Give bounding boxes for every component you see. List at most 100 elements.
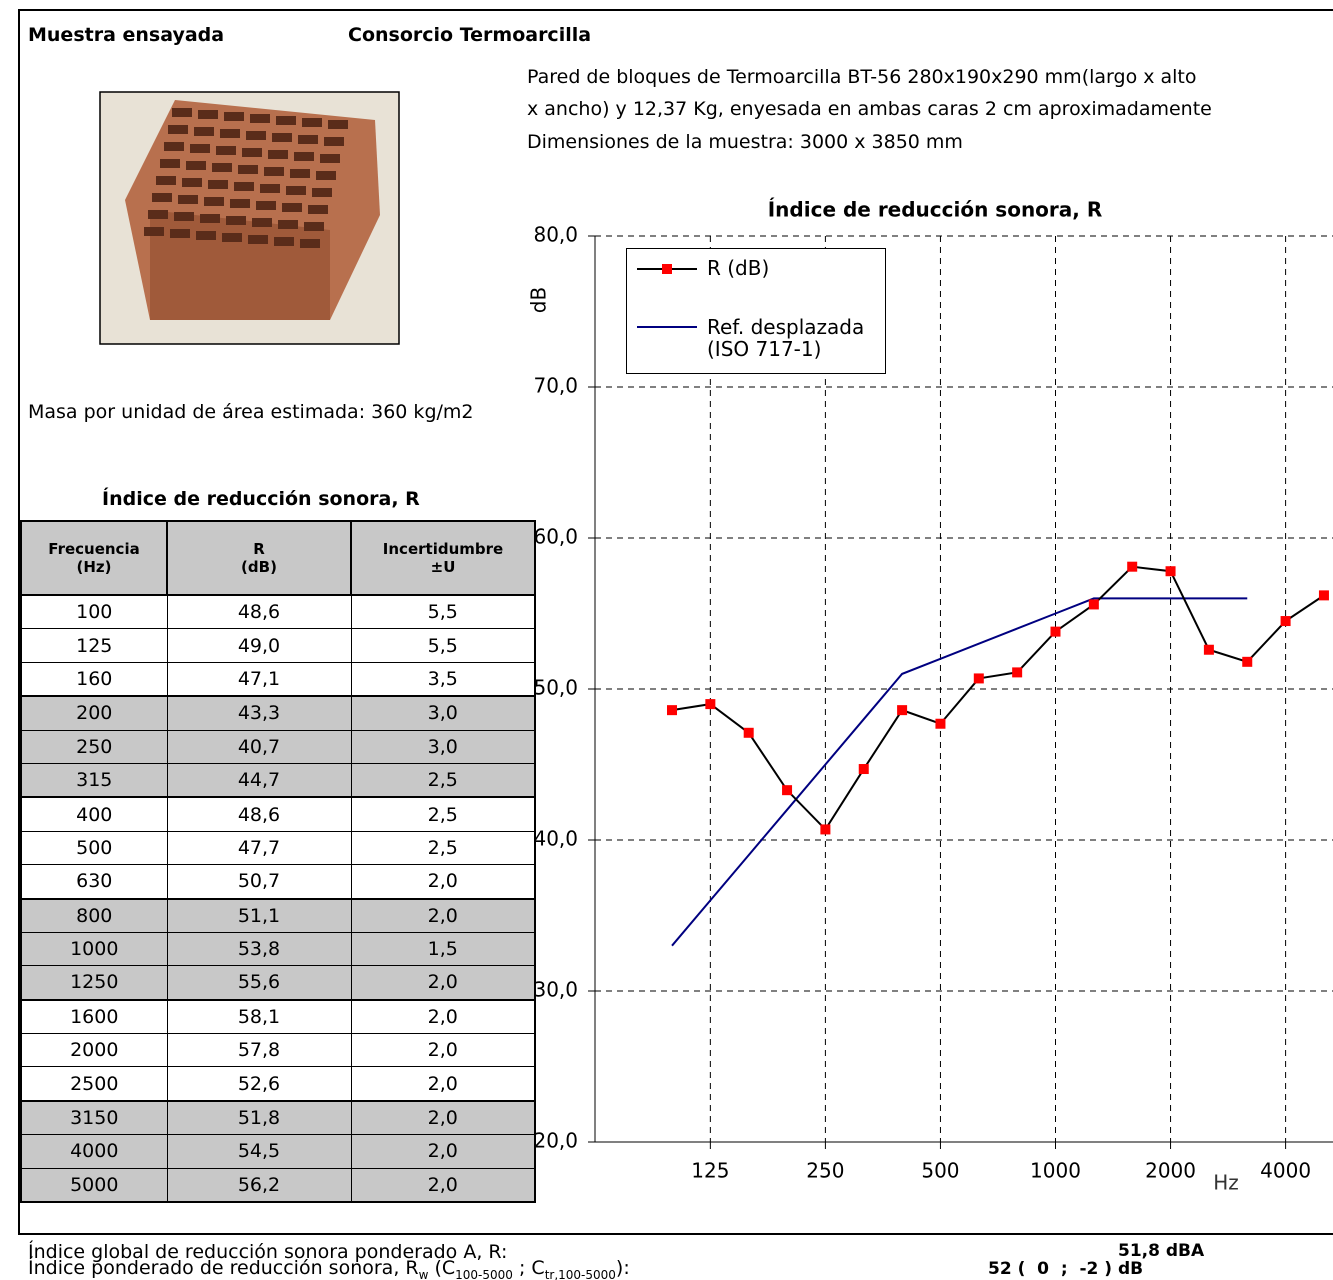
photo-slot [222,233,242,242]
photo-slot [290,169,310,178]
data-point [820,824,830,834]
table-row: 500056,22,0 [21,1168,535,1202]
table-row: 80051,12,0 [21,899,535,933]
y-tick-label: 60,0 [533,525,578,549]
photo-slot [168,125,188,134]
photo-slot [248,235,268,244]
table-cell: 5,5 [351,629,535,662]
y-tick-label: 50,0 [533,676,578,700]
table-cell: 500 [21,831,167,864]
table-cell: 630 [21,865,167,899]
data-point [1089,599,1099,609]
result-text: w [419,1268,429,1280]
photo-slot [186,161,206,170]
table-cell: 2,0 [351,1000,535,1034]
photo-slot [308,205,328,214]
table-cell: 2,0 [351,1034,535,1067]
legend-keys [627,249,707,373]
photo-slot [216,146,236,155]
table-cell: 2,0 [351,1101,535,1135]
photo-slot [272,133,292,142]
header-cell: Frecuencia (Hz) [21,521,167,595]
photo-slot [276,116,296,125]
table-cell: 54,5 [167,1135,351,1168]
photo-slot [170,229,190,238]
table-cell: 2,0 [351,1135,535,1168]
photo-slot [190,144,210,153]
photo-slot [160,159,180,168]
table-cell: 5000 [21,1168,167,1202]
data-point [1242,657,1252,667]
table-cell: 2,0 [351,865,535,899]
table-cell: 3,0 [351,696,535,730]
x-axis-label: Hz [1213,1171,1239,1195]
y-tick-label: 30,0 [533,978,578,1002]
photo-slot [282,203,302,212]
table-cell: 56,2 [167,1168,351,1202]
data-point [1166,566,1176,576]
photo-slot [260,184,280,193]
table-cell: 47,1 [167,662,351,696]
photo-slot [152,193,172,202]
legend: R (dB) Ref. desplazada (ISO 717-1) [626,248,886,374]
chart-title: Índice de reducción sonora, R [768,198,1103,222]
table-cell: 3150 [21,1101,167,1135]
data-point [859,764,869,774]
result-label: Índice ponderado de reducción sonora, Rw… [28,1257,630,1280]
photo-slot [278,220,298,229]
table-cell: 55,6 [167,966,351,1000]
photo-slot [250,114,270,123]
table-cell: 125 [21,629,167,662]
photo-slot [286,186,306,195]
x-tick-label: 2000 [1145,1159,1196,1183]
photo-slot [238,165,258,174]
photo-slot [144,227,164,236]
photo-slot [316,171,336,180]
x-tick-label: 125 [691,1159,729,1183]
photo-slot [274,237,294,246]
table-cell: 48,6 [167,797,351,831]
data-point [744,728,754,738]
table-cell: 315 [21,763,167,797]
table-row: 31544,72,5 [21,763,535,797]
result-text: Índice ponderado de reducción sonora, R [28,1257,419,1279]
photo-slot [212,163,232,172]
data-point [1012,667,1022,677]
photo-slot [194,127,214,136]
table-cell: 52,6 [167,1067,351,1101]
photo-slot [164,142,184,151]
table-cell: 47,7 [167,831,351,864]
table-cell: 3,5 [351,662,535,696]
photo-slot [156,176,176,185]
table-row: 315051,82,0 [21,1101,535,1135]
photo-slot [264,167,284,176]
table-cell: 4000 [21,1135,167,1168]
series-line [672,567,1324,830]
data-point [1319,590,1329,600]
data-point [897,705,907,715]
y-tick-label: 80,0 [533,223,578,247]
table-cell: 53,8 [167,932,351,965]
data-point [1127,562,1137,572]
table-row: 10048,65,5 [21,595,535,629]
table-cell: 2,5 [351,831,535,864]
series-line [672,598,1247,945]
result-text: 100-5000 [455,1268,513,1280]
photo-slot [204,197,224,206]
table-cell: 2000 [21,1034,167,1067]
table-cell: 100 [21,595,167,629]
photo-slot [300,239,320,248]
photo [100,92,399,344]
result-value: 51,8 dBA [1118,1241,1204,1261]
data-point [705,699,715,709]
result-text: (C [428,1257,455,1279]
legend-entry: Ref. desplazada (ISO 717-1) [707,316,864,360]
table-cell: 160 [21,662,167,696]
result-value: 52 ( 0 ; -2 ) dB [988,1259,1143,1279]
photo-slot [200,214,220,223]
data-point [782,785,792,795]
